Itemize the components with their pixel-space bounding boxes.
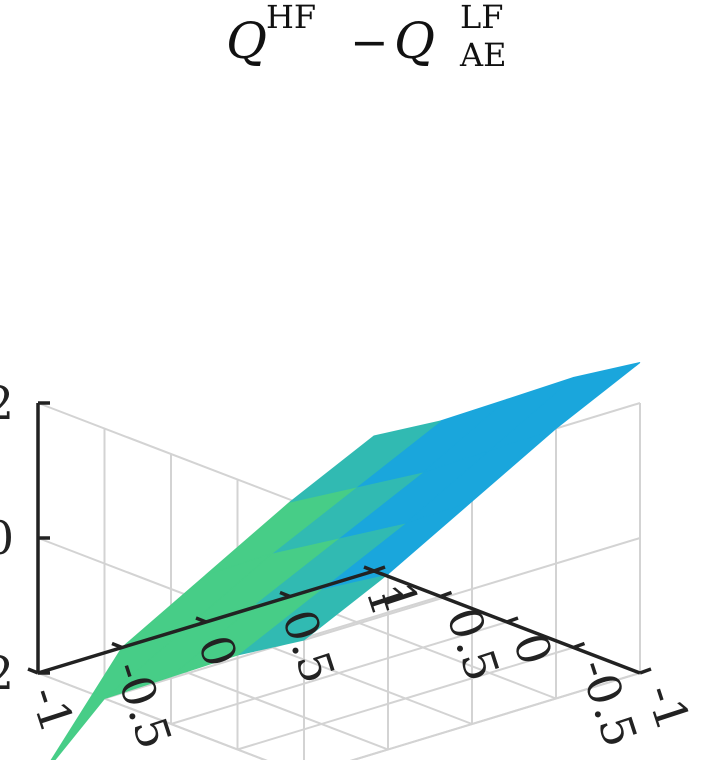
grid-line [349, 672, 641, 760]
chart-title: Q HF − Q LF AE [226, 0, 506, 74]
y-tick-label: 0 [503, 627, 563, 672]
y-tick-mark [373, 565, 386, 573]
y-tick-mark [439, 590, 453, 599]
surface-patch [289, 420, 441, 503]
x-tick-mark [111, 641, 123, 650]
axes [27, 401, 652, 675]
y-tick-label: 1 [370, 576, 430, 621]
z-tick-label: 2 [0, 376, 14, 430]
y-tick-mark [506, 616, 519, 624]
x-tick-mark [363, 565, 375, 573]
title-left-superscript: HF [266, 0, 316, 36]
y-tick-label: 0.5 [436, 601, 510, 687]
y-tick-mark [572, 641, 586, 650]
title-right-symbol: Q [394, 12, 435, 70]
x-tick-mark [279, 590, 291, 599]
surface [50, 362, 641, 760]
y-tick-mark [639, 667, 652, 675]
title-left-symbol: Q [226, 12, 267, 70]
y-tick-label: -0.5 [569, 652, 648, 753]
title-operator: − [350, 15, 389, 69]
grid-line [170, 621, 508, 725]
title-right-subscript: AE [459, 36, 506, 74]
x-tick-mark [195, 616, 207, 624]
z-tick-label: -2 [0, 646, 14, 700]
x-tick-mark [27, 667, 39, 675]
title-right-superscript: LF [460, 0, 503, 36]
grid-line [237, 646, 574, 751]
z-tick-label: 0 [0, 511, 14, 565]
